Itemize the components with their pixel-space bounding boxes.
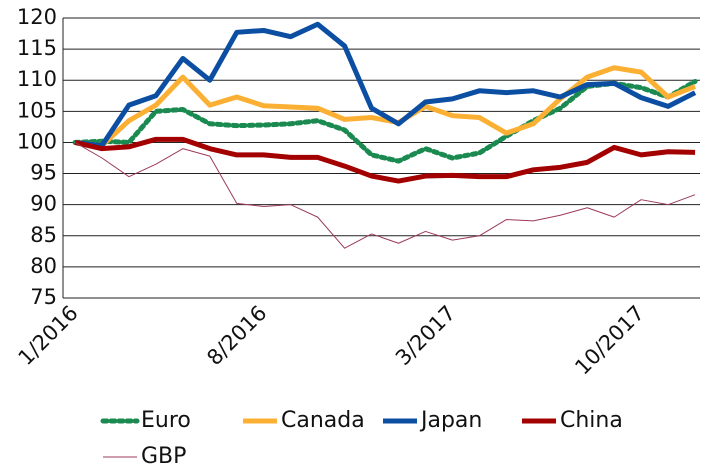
x-tick-label: 3/2017 <box>391 301 460 370</box>
x-tick-label: 10/2017 <box>570 301 649 380</box>
y-tick-label: 80 <box>30 254 57 278</box>
y-tick-label: 85 <box>30 223 57 247</box>
y-tick-label: 90 <box>30 192 57 216</box>
y-tick-label: 100 <box>17 129 57 153</box>
x-tick-label: 1/2016 <box>14 301 83 370</box>
y-tick-label: 75 <box>30 285 57 309</box>
y-tick-label: 115 <box>17 36 57 60</box>
y-tick-label: 110 <box>17 67 57 91</box>
legend-label: GBP <box>141 444 186 469</box>
legend-label: Japan <box>419 408 482 433</box>
legend-label: Euro <box>141 408 191 433</box>
line-series <box>74 21 697 149</box>
y-tick-label: 95 <box>30 161 57 185</box>
line-series <box>74 136 696 184</box>
legend-label: Canada <box>281 408 365 433</box>
x-tick-label: 8/2016 <box>202 301 271 370</box>
y-tick-label: 105 <box>17 98 57 122</box>
legend-label: China <box>560 408 623 433</box>
line-series <box>74 142 696 249</box>
line-series <box>74 65 696 149</box>
y-tick-label: 120 <box>17 5 57 29</box>
